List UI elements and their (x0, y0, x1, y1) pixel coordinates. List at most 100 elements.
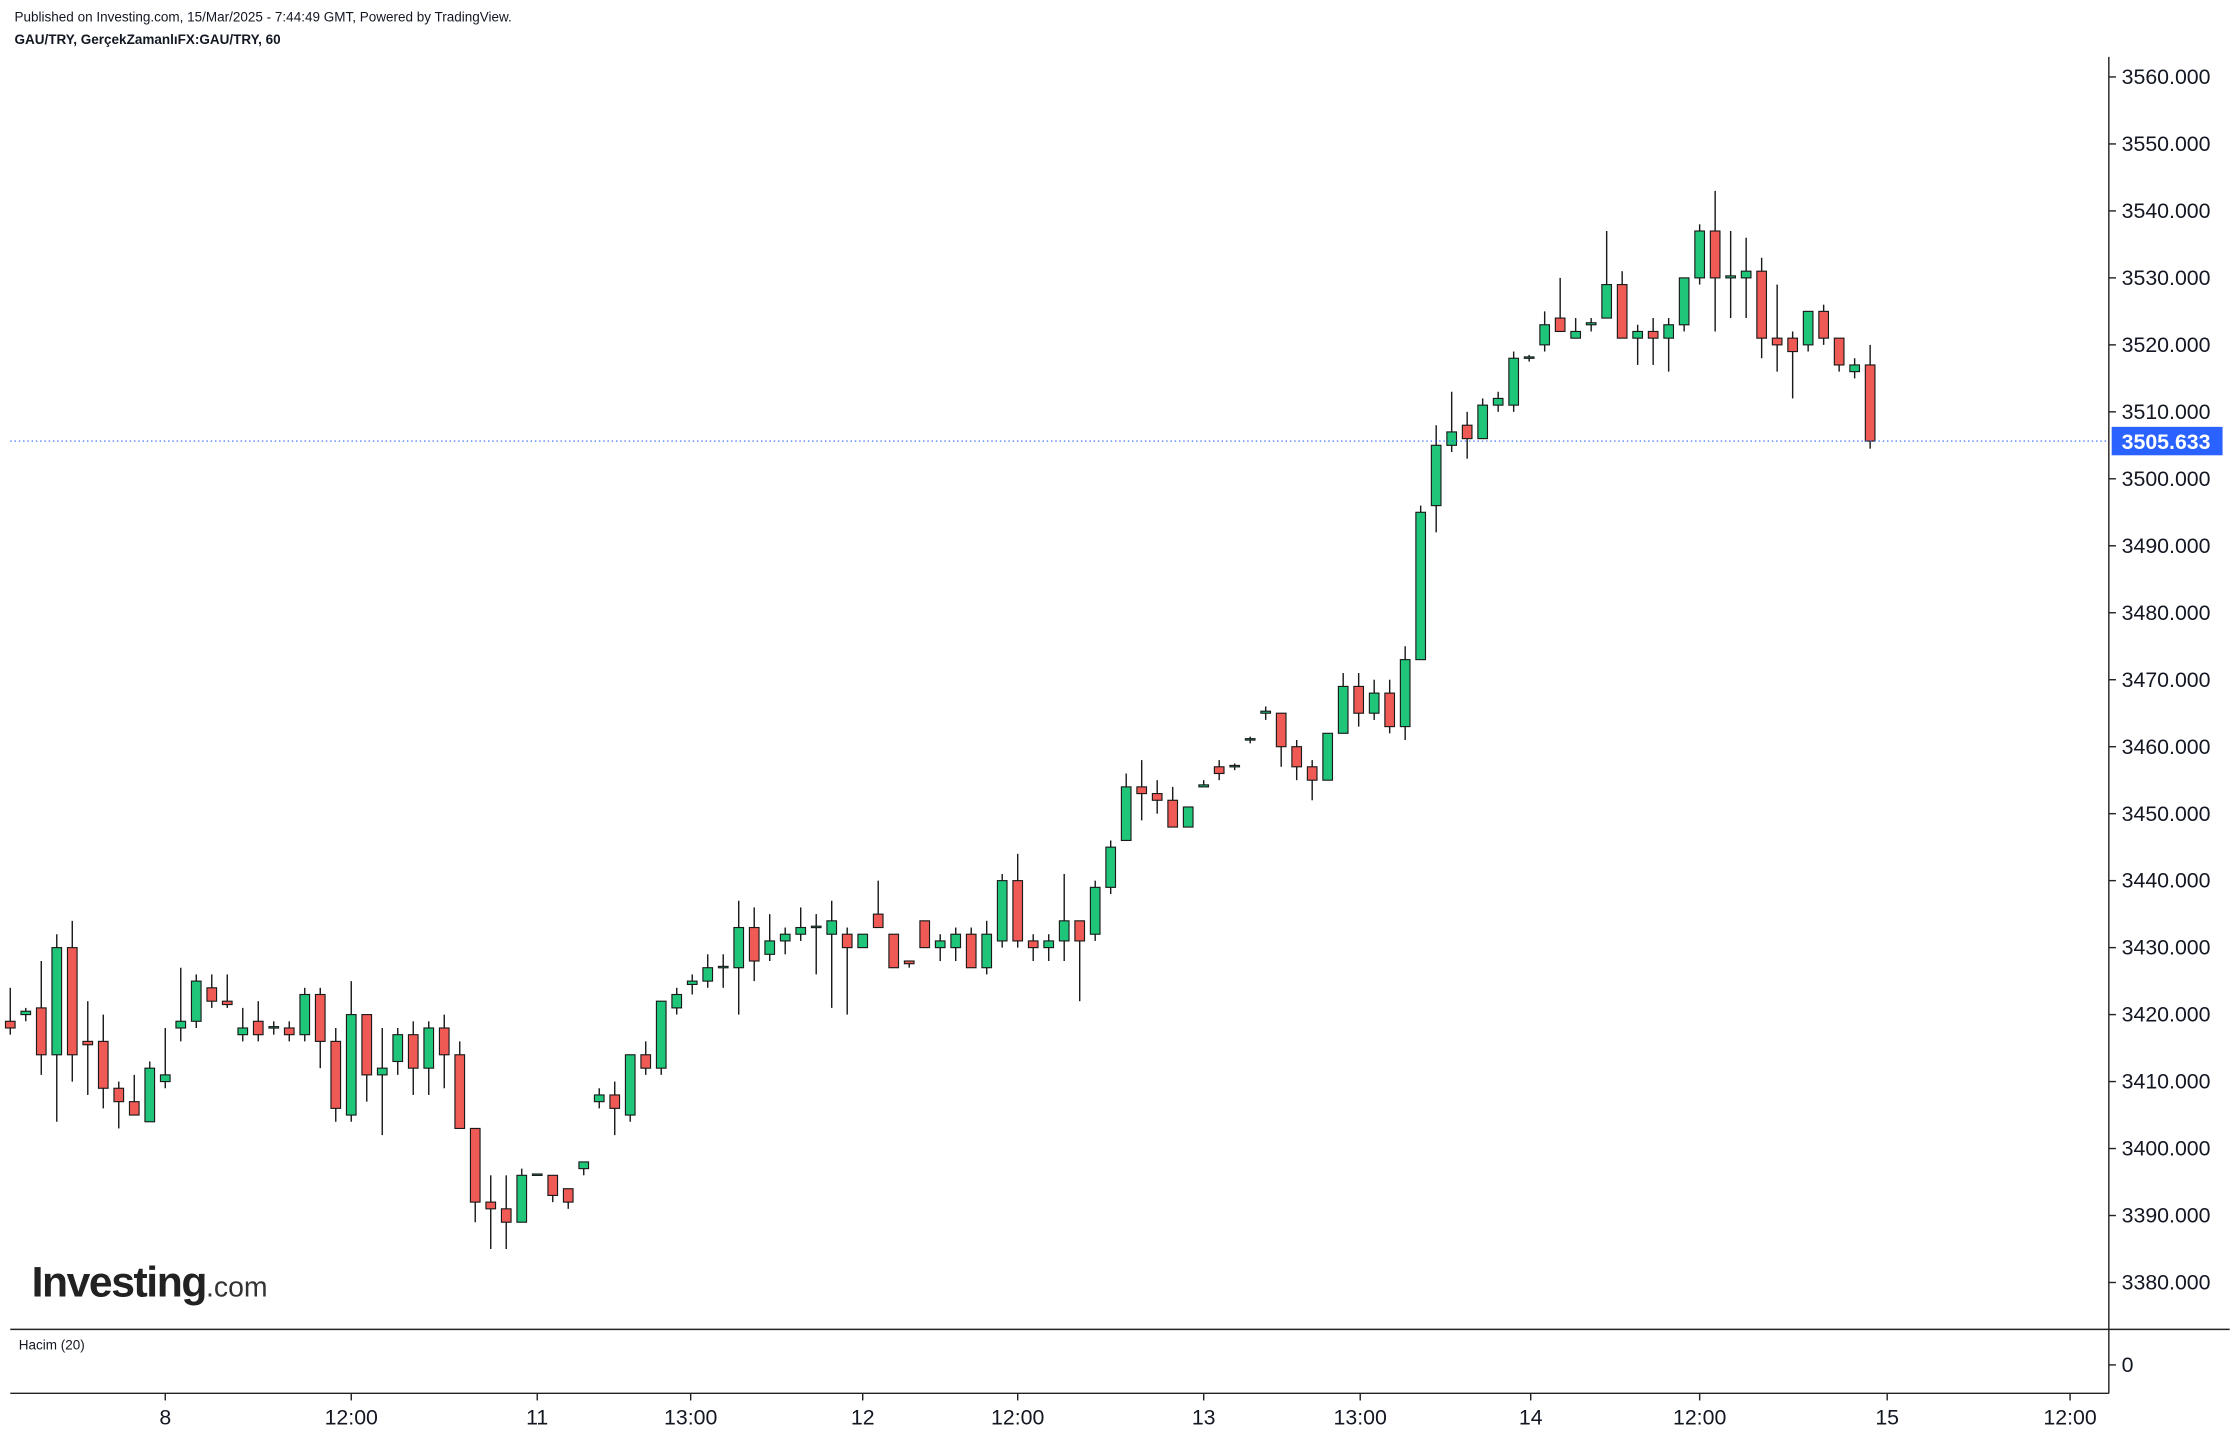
candle-body (1771, 337, 1783, 346)
logo-suffix: .com (206, 1272, 268, 1304)
volume-tick-label: 0 (2122, 1353, 2134, 1377)
candle-body (252, 1020, 264, 1036)
candle-body (1740, 270, 1752, 279)
y-tick-label: 3470.000 (2122, 668, 2211, 692)
x-tick-label: 11 (526, 1406, 548, 1430)
candle-body (1136, 786, 1148, 795)
candle-body (888, 933, 900, 969)
candle-body (531, 1173, 543, 1176)
candle-body (950, 933, 962, 949)
candle-body (1849, 364, 1861, 373)
candle-body (1213, 766, 1225, 775)
candle-body (66, 947, 78, 1056)
candle-body (35, 1007, 47, 1056)
candle-body (1446, 431, 1458, 446)
candle-body (810, 925, 822, 929)
candle-body (1461, 424, 1473, 440)
candle-body (562, 1188, 574, 1203)
candle-body (764, 940, 776, 955)
candle-body (1384, 692, 1396, 728)
y-tick-label: 3460.000 (2122, 735, 2211, 759)
candle-body (996, 880, 1008, 942)
candle-body (702, 967, 714, 982)
candle-body (314, 993, 326, 1042)
candle-body (934, 940, 946, 949)
candle-body (1678, 277, 1690, 326)
candle-body (4, 1020, 16, 1029)
candle-body (1756, 270, 1768, 339)
candle-body (1229, 764, 1241, 768)
candle-body (485, 1201, 497, 1210)
candle-body (1709, 230, 1721, 279)
candle-body (1492, 397, 1504, 406)
x-tick-label: 15 (1875, 1406, 1899, 1430)
y-tick-label: 3510.000 (2122, 400, 2211, 424)
candle-body (1260, 710, 1272, 714)
candle-body (748, 926, 760, 962)
candle-body (686, 980, 698, 986)
candle-body (1523, 356, 1535, 359)
candle-body (593, 1094, 605, 1103)
candle-body (919, 920, 931, 949)
y-tick-label: 3450.000 (2122, 802, 2211, 826)
y-tick-label: 3530.000 (2122, 266, 2211, 290)
candle-body (392, 1034, 404, 1063)
y-tick-label: 3420.000 (2122, 1003, 2211, 1027)
x-tick-label: 13 (1192, 1406, 1216, 1430)
candle-body (423, 1027, 435, 1069)
candle-body (1306, 766, 1318, 781)
candle-body (1616, 284, 1628, 339)
x-tick-label: 12:00 (1673, 1406, 1726, 1430)
candle-body (1027, 940, 1039, 949)
candle-body (1151, 793, 1163, 801)
y-tick-label: 3480.000 (2122, 601, 2211, 625)
candle-body (500, 1208, 512, 1223)
y-tick-label: 3440.000 (2122, 869, 2211, 893)
candle-body (1043, 940, 1055, 949)
candle-body (1182, 806, 1194, 828)
candle-body (1663, 324, 1675, 339)
x-tick-label: 12:00 (2043, 1406, 2096, 1430)
candle-body (872, 913, 884, 929)
volume-title: Hacim (20) (19, 1337, 85, 1352)
candle-body (1337, 685, 1349, 734)
candle-body (237, 1027, 249, 1036)
candle-body (1105, 846, 1117, 888)
symbol: GAU/TRY, GerçekZamanlıFX:GAU/TRY, 60 (15, 32, 281, 47)
candle-body (671, 993, 683, 1009)
candle-body (1694, 230, 1706, 279)
candle-body (1554, 317, 1566, 333)
candle-body (190, 980, 202, 1022)
candle-body (965, 933, 977, 969)
candle-body (20, 1010, 32, 1016)
candle-body (624, 1054, 636, 1116)
candle-body (175, 1020, 187, 1029)
candle-body (159, 1074, 171, 1083)
candle-body (1244, 738, 1256, 741)
candle-body (1058, 920, 1070, 942)
candle-body (1291, 746, 1303, 768)
x-tick-label: 13:00 (1334, 1406, 1387, 1430)
x-tick-label: 13:00 (664, 1406, 717, 1430)
candle-body (1585, 322, 1597, 326)
candle-body (51, 947, 63, 1056)
last-price-box (2111, 426, 2223, 456)
candle-body (1539, 324, 1551, 346)
y-tick-label: 3430.000 (2122, 936, 2211, 960)
y-tick-label: 3490.000 (2122, 534, 2211, 558)
candle-body (1198, 784, 1210, 788)
candle-body (1632, 330, 1644, 339)
candle-body (361, 1014, 373, 1076)
candle-body (578, 1161, 590, 1170)
candle-body (345, 1014, 357, 1116)
candle-body (1012, 880, 1024, 942)
candle-body (299, 993, 311, 1036)
x-tick-label: 12 (851, 1406, 875, 1430)
candle-body (1368, 692, 1380, 714)
y-tick-label: 3520.000 (2122, 333, 2211, 357)
x-tick-label: 8 (159, 1406, 171, 1430)
candle-body (438, 1027, 450, 1056)
y-tick-label: 3550.000 (2122, 132, 2211, 156)
